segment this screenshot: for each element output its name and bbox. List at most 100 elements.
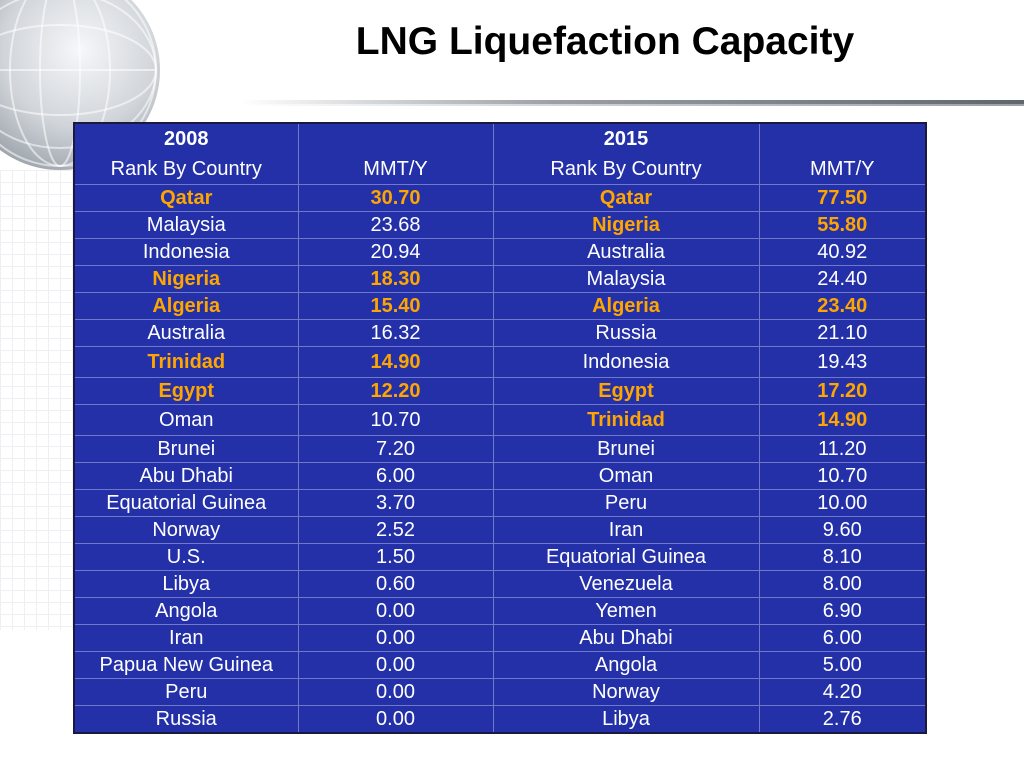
capacity-2008: 0.00 (297, 678, 494, 706)
capacity-2008: 23.68 (297, 211, 494, 239)
country-2015: Abu Dhabi (492, 624, 760, 652)
table-row: Nigeria 18.30 Malaysia 24.40 (73, 265, 927, 293)
header-mmt-label: MMT/Y (363, 158, 428, 180)
country-2015: Iran (492, 516, 760, 544)
country-2008: Trinidad (73, 346, 299, 378)
header-2015-mmt: MMT/Y (758, 122, 927, 185)
country-2015: Algeria (492, 292, 760, 320)
capacity-2015: 77.50 (758, 184, 927, 212)
capacity-2015: 2.76 (758, 705, 927, 734)
country-2015: Angola (492, 651, 760, 679)
table-row: Oman 10.70 Trinidad 14.90 (73, 404, 927, 436)
country-2015: Venezuela (492, 570, 760, 598)
country-2015: Brunei (492, 435, 760, 463)
table-row: Norway 2.52 Iran 9.60 (73, 516, 927, 544)
table-row: Malaysia 23.68 Nigeria 55.80 (73, 211, 927, 239)
country-2008: Papua New Guinea (73, 651, 299, 679)
country-2008: Algeria (73, 292, 299, 320)
table-row: Angola 0.00 Yemen 6.90 (73, 597, 927, 625)
table-row: Russia 0.00 Libya 2.76 (73, 705, 927, 734)
capacity-2008: 12.20 (297, 377, 494, 405)
country-2015: Norway (492, 678, 760, 706)
country-2008: Libya (73, 570, 299, 598)
lng-capacity-table: 2008 Rank By Country MMT/Y 2015 Rank By … (73, 122, 927, 734)
title-underline-secondary (240, 104, 1024, 106)
table-header-row: 2008 Rank By Country MMT/Y 2015 Rank By … (73, 122, 927, 185)
header-rank-label: Rank By Country (110, 158, 262, 180)
capacity-2008: 15.40 (297, 292, 494, 320)
capacity-2015: 14.90 (758, 404, 927, 436)
country-2015: Trinidad (492, 404, 760, 436)
country-2015: Russia (492, 319, 760, 347)
title-underline (240, 100, 1024, 104)
country-2008: U.S. (73, 543, 299, 571)
capacity-2008: 3.70 (297, 489, 494, 517)
table-row: Trinidad 14.90 Indonesia 19.43 (73, 346, 927, 378)
country-2008: Abu Dhabi (73, 462, 299, 490)
capacity-2015: 6.00 (758, 624, 927, 652)
country-2015: Qatar (492, 184, 760, 212)
capacity-2008: 20.94 (297, 238, 494, 266)
country-2008: Oman (73, 404, 299, 436)
country-2015: Australia (492, 238, 760, 266)
country-2008: Qatar (73, 184, 299, 212)
capacity-2015: 8.00 (758, 570, 927, 598)
country-2008: Russia (73, 705, 299, 734)
country-2008: Australia (73, 319, 299, 347)
capacity-2015: 19.43 (758, 346, 927, 378)
capacity-2008: 10.70 (297, 404, 494, 436)
capacity-2015: 55.80 (758, 211, 927, 239)
country-2015: Yemen (492, 597, 760, 625)
country-2015: Malaysia (492, 265, 760, 293)
table-row: Equatorial Guinea 3.70 Peru 10.00 (73, 489, 927, 517)
table-row: Papua New Guinea 0.00 Angola 5.00 (73, 651, 927, 679)
country-2015: Peru (492, 489, 760, 517)
table-row: Qatar 30.70 Qatar 77.50 (73, 184, 927, 212)
country-2015: Libya (492, 705, 760, 734)
capacity-2015: 10.70 (758, 462, 927, 490)
capacity-2008: 7.20 (297, 435, 494, 463)
capacity-2008: 2.52 (297, 516, 494, 544)
country-2008: Malaysia (73, 211, 299, 239)
capacity-2008: 0.00 (297, 597, 494, 625)
country-2008: Brunei (73, 435, 299, 463)
country-2008: Peru (73, 678, 299, 706)
table-row: U.S. 1.50 Equatorial Guinea 8.10 (73, 543, 927, 571)
capacity-2015: 10.00 (758, 489, 927, 517)
capacity-2015: 11.20 (758, 435, 927, 463)
country-2008: Egypt (73, 377, 299, 405)
capacity-2015: 8.10 (758, 543, 927, 571)
header-2008-mmt: MMT/Y (297, 122, 494, 185)
table-row: Indonesia 20.94 Australia 40.92 (73, 238, 927, 266)
capacity-2015: 6.90 (758, 597, 927, 625)
capacity-2008: 0.00 (297, 624, 494, 652)
country-2015: Nigeria (492, 211, 760, 239)
table-row: Abu Dhabi 6.00 Oman 10.70 (73, 462, 927, 490)
table-row: Australia 16.32 Russia 21.10 (73, 319, 927, 347)
capacity-2015: 4.20 (758, 678, 927, 706)
country-2008: Iran (73, 624, 299, 652)
country-2015: Indonesia (492, 346, 760, 378)
capacity-2015: 9.60 (758, 516, 927, 544)
capacity-2008: 30.70 (297, 184, 494, 212)
capacity-2008: 18.30 (297, 265, 494, 293)
header-2008-rank: 2008 Rank By Country (73, 122, 299, 185)
capacity-2015: 21.10 (758, 319, 927, 347)
country-2008: Nigeria (73, 265, 299, 293)
capacity-2008: 0.60 (297, 570, 494, 598)
table-row: Iran 0.00 Abu Dhabi 6.00 (73, 624, 927, 652)
capacity-2015: 17.20 (758, 377, 927, 405)
header-year-2008: 2008 (164, 128, 209, 150)
capacity-2008: 6.00 (297, 462, 494, 490)
capacity-2008: 0.00 (297, 705, 494, 734)
capacity-2008: 1.50 (297, 543, 494, 571)
country-2008: Angola (73, 597, 299, 625)
capacity-2008: 16.32 (297, 319, 494, 347)
country-2015: Equatorial Guinea (492, 543, 760, 571)
country-2015: Egypt (492, 377, 760, 405)
capacity-2015: 24.40 (758, 265, 927, 293)
header-mmt-label: MMT/Y (810, 158, 875, 180)
table-row: Algeria 15.40 Algeria 23.40 (73, 292, 927, 320)
capacity-2015: 40.92 (758, 238, 927, 266)
capacity-2015: 5.00 (758, 651, 927, 679)
